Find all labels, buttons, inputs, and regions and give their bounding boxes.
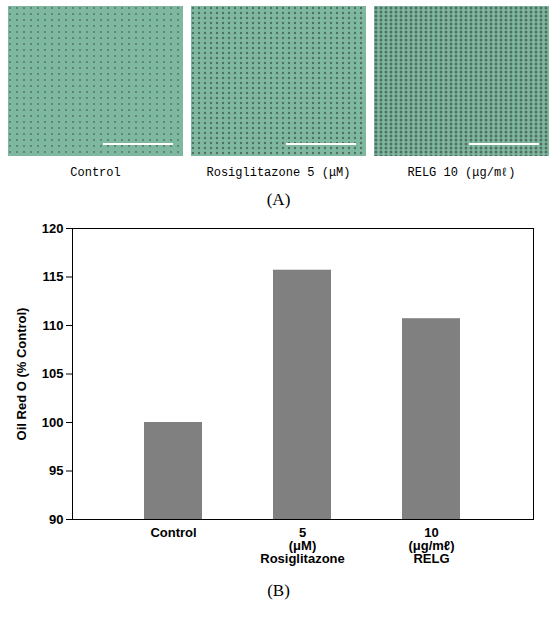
svg-text:115: 115 [43,269,64,284]
svg-text:110: 110 [43,318,64,333]
html-text:Control: Control [70,166,121,180]
html-text:RELG 10 (μg/mℓ): RELG 10 (μg/mℓ) [407,166,516,180]
html-text:Rosiglitazone 5 (μM): Rosiglitazone 5 (μM) [206,166,351,180]
html-text:(A): (A) [266,190,291,209]
svg-text:5(μM)Rosiglitazone: 5(μM)Rosiglitazone [260,525,345,566]
svg-text:120: 120 [42,221,64,236]
svg-text:10(μg/mℓ)RELG: 10(μg/mℓ)RELG [408,525,454,566]
svg-text:Control: Control [150,525,196,540]
html-text:(B): (B) [267,581,290,600]
svg-text:105: 105 [42,366,64,381]
svg-text:95: 95 [49,463,63,478]
svg-text:Oil Red O (% Control): Oil Red O (% Control) [14,308,29,441]
svg-text:90: 90 [49,512,63,527]
svg-text:100: 100 [42,415,64,430]
